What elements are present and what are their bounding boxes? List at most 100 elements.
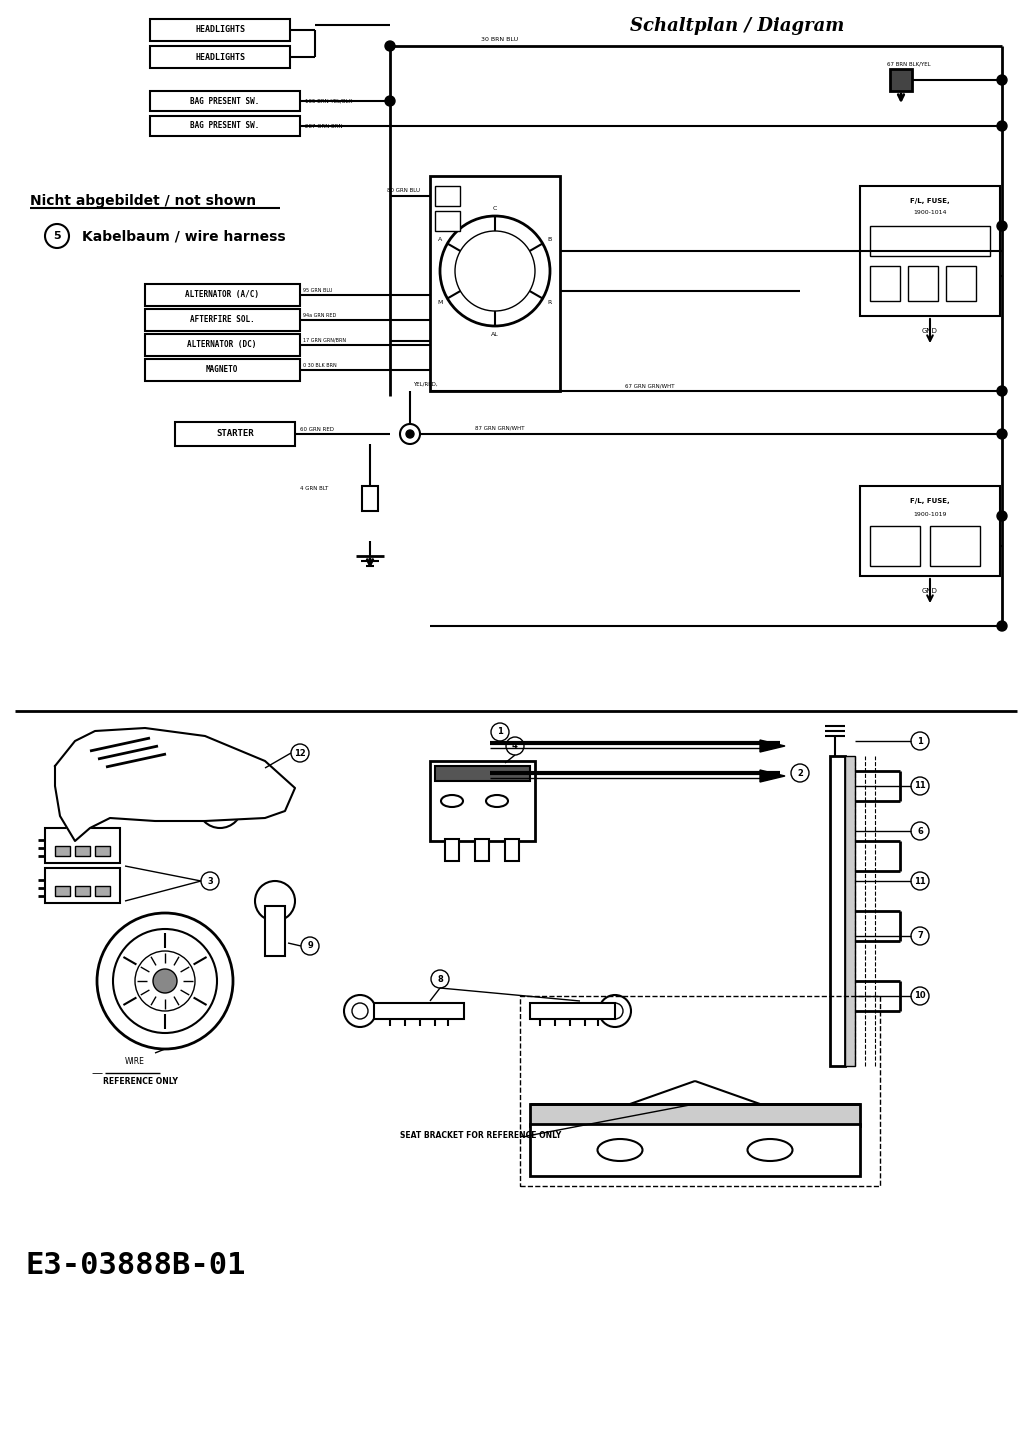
Bar bbox=[150, 19, 290, 40]
Circle shape bbox=[153, 969, 178, 993]
Text: 4 GRN BLT: 4 GRN BLT bbox=[300, 486, 328, 492]
Text: AL: AL bbox=[491, 331, 498, 337]
Circle shape bbox=[997, 75, 1007, 85]
Text: HEADLIGHTS: HEADLIGHTS bbox=[195, 26, 245, 35]
Bar bbox=[150, 91, 300, 111]
Text: 9: 9 bbox=[308, 941, 313, 950]
Circle shape bbox=[599, 995, 631, 1027]
Circle shape bbox=[997, 221, 1007, 231]
Text: WIRE: WIRE bbox=[125, 1057, 144, 1066]
Polygon shape bbox=[55, 727, 295, 842]
Circle shape bbox=[198, 784, 241, 829]
Bar bbox=[45, 829, 120, 863]
Circle shape bbox=[997, 510, 1007, 521]
Text: 11: 11 bbox=[914, 781, 926, 791]
Circle shape bbox=[911, 777, 929, 795]
Circle shape bbox=[455, 231, 535, 311]
Bar bbox=[530, 1004, 615, 1019]
Text: 94a GRN RED: 94a GRN RED bbox=[303, 312, 336, 318]
Circle shape bbox=[911, 988, 929, 1005]
Text: ALTERNATOR (DC): ALTERNATOR (DC) bbox=[188, 340, 257, 350]
Circle shape bbox=[201, 872, 219, 889]
Bar bbox=[436, 766, 530, 781]
Circle shape bbox=[997, 121, 1007, 132]
Text: R: R bbox=[547, 299, 552, 305]
Bar bbox=[505, 839, 519, 860]
Circle shape bbox=[997, 620, 1007, 630]
Bar bbox=[870, 266, 900, 301]
Text: Nicht abgebildet / not shown: Nicht abgebildet / not shown bbox=[30, 194, 256, 208]
Circle shape bbox=[406, 429, 414, 438]
Bar bbox=[150, 46, 290, 68]
Circle shape bbox=[301, 937, 319, 954]
Circle shape bbox=[400, 424, 420, 444]
Circle shape bbox=[911, 732, 929, 750]
Text: F/L, FUSE,: F/L, FUSE, bbox=[910, 497, 949, 505]
Circle shape bbox=[506, 737, 524, 755]
Bar bbox=[430, 176, 560, 390]
Text: 105 BRN YEL/BLK: 105 BRN YEL/BLK bbox=[305, 98, 352, 104]
Text: 87 GRN GRN/WHT: 87 GRN GRN/WHT bbox=[476, 427, 524, 431]
Text: E3-03888B-01: E3-03888B-01 bbox=[25, 1251, 246, 1281]
Circle shape bbox=[911, 927, 929, 946]
Text: A: A bbox=[439, 237, 443, 241]
Text: 30 BRN BLU: 30 BRN BLU bbox=[482, 38, 518, 42]
Circle shape bbox=[385, 40, 395, 51]
Text: SEAT BRACKET FOR REFERENCE ONLY: SEAT BRACKET FOR REFERENCE ONLY bbox=[400, 1132, 561, 1141]
Bar bbox=[175, 422, 295, 445]
Bar bbox=[445, 839, 459, 860]
Bar bbox=[75, 846, 90, 856]
Circle shape bbox=[385, 95, 395, 106]
Circle shape bbox=[45, 224, 69, 249]
Bar bbox=[55, 846, 70, 856]
Circle shape bbox=[431, 970, 449, 988]
Bar bbox=[530, 1124, 860, 1176]
Text: 1: 1 bbox=[917, 736, 923, 746]
Text: YEL/RED,: YEL/RED, bbox=[413, 382, 438, 386]
Text: 7: 7 bbox=[917, 931, 923, 940]
Text: C: C bbox=[493, 205, 497, 211]
Text: M: M bbox=[438, 299, 443, 305]
Text: 3: 3 bbox=[207, 876, 213, 885]
Text: 2: 2 bbox=[797, 768, 803, 778]
Text: 5: 5 bbox=[54, 231, 61, 241]
Text: Kabelbaum / wire harness: Kabelbaum / wire harness bbox=[82, 228, 286, 243]
Text: 11: 11 bbox=[914, 876, 926, 885]
Circle shape bbox=[997, 429, 1007, 440]
Circle shape bbox=[607, 1004, 623, 1019]
Bar bbox=[95, 846, 110, 856]
Bar bbox=[95, 886, 110, 897]
Text: 95 GRN BLU: 95 GRN BLU bbox=[303, 288, 332, 294]
Circle shape bbox=[491, 723, 509, 740]
Bar bbox=[374, 1004, 464, 1019]
Text: STARTER: STARTER bbox=[216, 429, 254, 438]
Text: MAGNETO: MAGNETO bbox=[205, 366, 238, 375]
Bar bbox=[475, 839, 489, 860]
Circle shape bbox=[911, 821, 929, 840]
Bar bbox=[436, 187, 460, 205]
Text: 6: 6 bbox=[917, 827, 923, 836]
Circle shape bbox=[135, 951, 195, 1011]
Circle shape bbox=[911, 872, 929, 889]
Text: 60 GRN RED: 60 GRN RED bbox=[300, 427, 334, 432]
Bar bbox=[146, 283, 300, 307]
Circle shape bbox=[97, 912, 233, 1048]
Bar bbox=[530, 1103, 860, 1126]
Bar bbox=[830, 756, 845, 1066]
Text: BAG PRESENT SW.: BAG PRESENT SW. bbox=[190, 97, 260, 106]
Text: 1: 1 bbox=[497, 727, 503, 736]
Bar bbox=[845, 756, 854, 1066]
Bar bbox=[146, 334, 300, 356]
Text: HEADLIGHTS: HEADLIGHTS bbox=[195, 52, 245, 62]
Text: Schaltplan / Diagram: Schaltplan / Diagram bbox=[630, 17, 844, 35]
Bar bbox=[870, 526, 920, 565]
Bar bbox=[860, 486, 1000, 576]
Bar bbox=[45, 868, 120, 902]
Text: 67 BRN BLK/YEL: 67 BRN BLK/YEL bbox=[886, 61, 931, 67]
Bar bbox=[265, 907, 285, 956]
Circle shape bbox=[344, 995, 376, 1027]
Bar bbox=[430, 761, 535, 842]
Bar bbox=[146, 309, 300, 331]
Circle shape bbox=[112, 928, 217, 1032]
Text: 0 30 BLK BRN: 0 30 BLK BRN bbox=[303, 363, 336, 367]
